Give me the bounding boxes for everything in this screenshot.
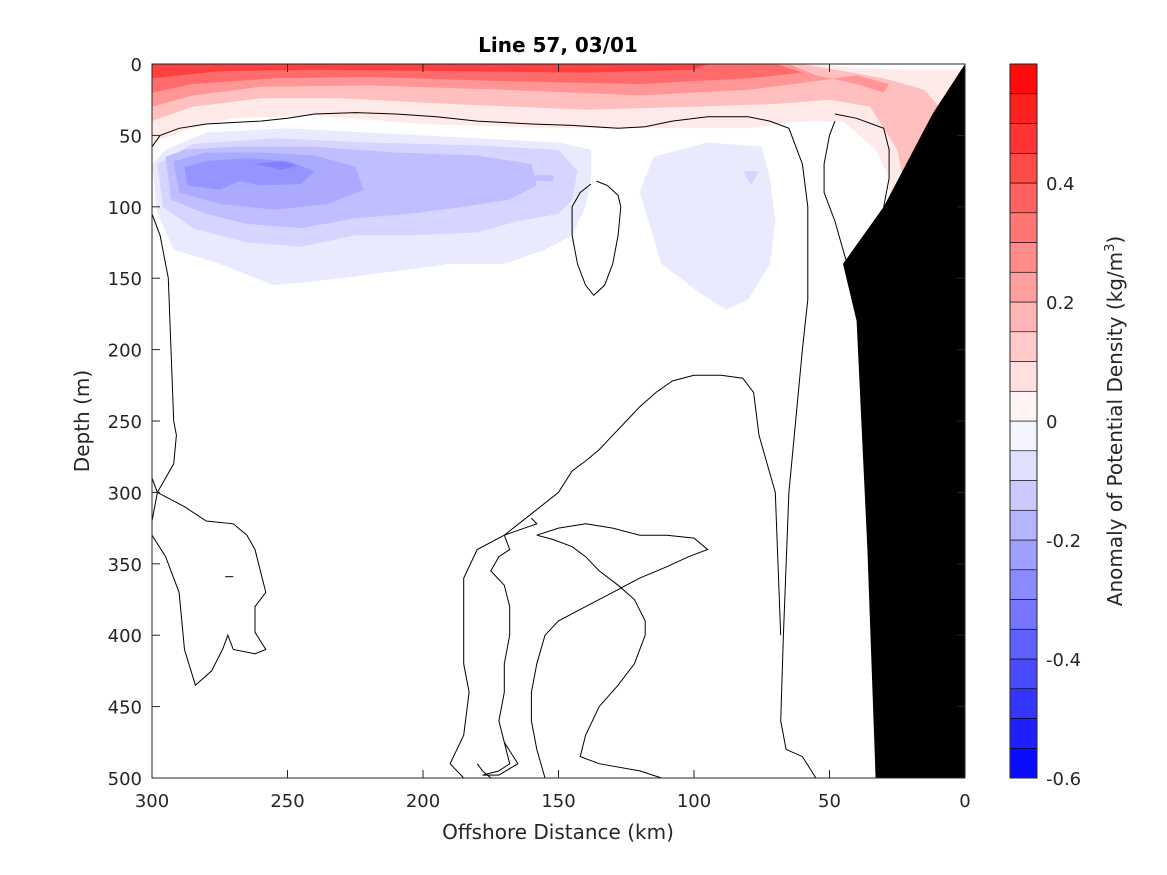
colorbar-band	[1009, 63, 1038, 95]
colorbar-ticks: -0.6 -0.4 -0.2 0 0.2 0.4	[1046, 174, 1081, 790]
colorbar-label-superscript: 3	[1103, 244, 1118, 252]
contour-region	[152, 64, 708, 79]
colorbar-band	[1009, 658, 1038, 690]
colorbar-tick-label: 0	[1046, 412, 1057, 433]
y-tick-label: 400	[108, 626, 142, 647]
y-tick-label: 450	[108, 698, 142, 719]
contour-region	[152, 64, 952, 222]
y-tick-label: 150	[108, 269, 142, 290]
x-tick-label: 50	[818, 791, 841, 812]
zero-contour	[152, 213, 177, 522]
colorbar-band	[1009, 152, 1038, 184]
colorbar-band	[1009, 182, 1038, 214]
contour-region	[531, 175, 554, 182]
colorbar-tick-label: -0.4	[1046, 650, 1081, 671]
y-tick-label: 250	[108, 412, 142, 433]
y-tick-label: 500	[108, 769, 142, 790]
colorbar-band	[1009, 599, 1038, 630]
colorbar-band	[1009, 301, 1038, 333]
x-tick-label: 300	[135, 791, 169, 812]
colorbar-band	[1009, 688, 1038, 719]
contour-region	[639, 142, 776, 310]
colorbar-frame	[1009, 63, 1038, 779]
y-tick-label: 200	[108, 341, 142, 362]
contour-region	[152, 64, 965, 243]
contour-region	[255, 161, 299, 170]
colorbar-band	[1009, 747, 1038, 779]
x-tick-label: 100	[677, 791, 711, 812]
colorbar-band	[1009, 569, 1038, 600]
colorbar-tick-label: -0.2	[1046, 531, 1081, 552]
colorbar-band	[1009, 480, 1038, 511]
y-tick-label: 350	[108, 555, 142, 576]
zero-contour	[152, 112, 817, 778]
zero-contour	[530, 523, 709, 778]
x-tick-label: 200	[406, 791, 440, 812]
colorbar-band	[1009, 123, 1038, 154]
zero-contour	[152, 477, 267, 687]
zero-contour	[536, 534, 662, 778]
colorbar-band	[1009, 628, 1038, 660]
colorbar-band	[1009, 212, 1038, 243]
x-tick-label: 150	[541, 791, 575, 812]
colorbar-band	[1009, 390, 1038, 422]
y-axis-label: Depth (m)	[70, 370, 94, 472]
colorbar	[1009, 63, 1038, 779]
colorbar-band	[1009, 271, 1038, 303]
y-tick-label: 300	[108, 483, 142, 504]
chart-title: Line 57, 03/01	[478, 33, 638, 57]
colorbar-band	[1009, 450, 1038, 481]
zero-contour	[571, 180, 622, 297]
zero-contour	[482, 535, 519, 776]
colorbar-tick-label: 0.4	[1046, 174, 1075, 195]
bathymetry-mask	[843, 64, 965, 778]
zero-contour	[476, 763, 492, 778]
contour-region	[152, 64, 803, 93]
contour-region	[742, 171, 759, 186]
zero-contour	[449, 374, 782, 778]
colorbar-label-end: )	[1103, 236, 1127, 244]
colorbar-band	[1009, 331, 1038, 362]
colorbar-band	[1009, 420, 1038, 452]
y-tick-label: 50	[119, 126, 142, 147]
colorbar-band	[1009, 539, 1038, 571]
y-axis-ticks: 0 50 100 150 200 250 300 350 400 450 500	[108, 55, 965, 790]
contour-fills	[152, 64, 965, 310]
colorbar-tick-label: 0.2	[1046, 293, 1075, 314]
colorbar-label: Anomaly of Potential Density (kg/m3)	[1103, 236, 1127, 606]
colorbar-band	[1009, 361, 1038, 392]
colorbar-tick-label: -0.6	[1046, 769, 1081, 790]
colorbar-band	[1009, 93, 1038, 124]
x-tick-label: 0	[959, 791, 970, 812]
zero-contour	[504, 517, 538, 536]
seafloor-shape	[843, 64, 965, 778]
y-tick-label: 100	[108, 198, 142, 219]
x-tick-label: 250	[270, 791, 304, 812]
colorbar-band	[1009, 718, 1038, 749]
y-tick-label: 0	[131, 55, 142, 76]
colorbar-label-main: Anomaly of Potential Density (kg/m	[1103, 252, 1127, 606]
zero-contour-lines	[152, 112, 917, 778]
colorbar-band	[1009, 509, 1038, 541]
colorbar-band	[1009, 242, 1038, 273]
x-axis-label: Offshore Distance (km)	[442, 820, 674, 844]
x-axis-ticks: 300 250 200 150 100 50 0	[135, 64, 971, 812]
